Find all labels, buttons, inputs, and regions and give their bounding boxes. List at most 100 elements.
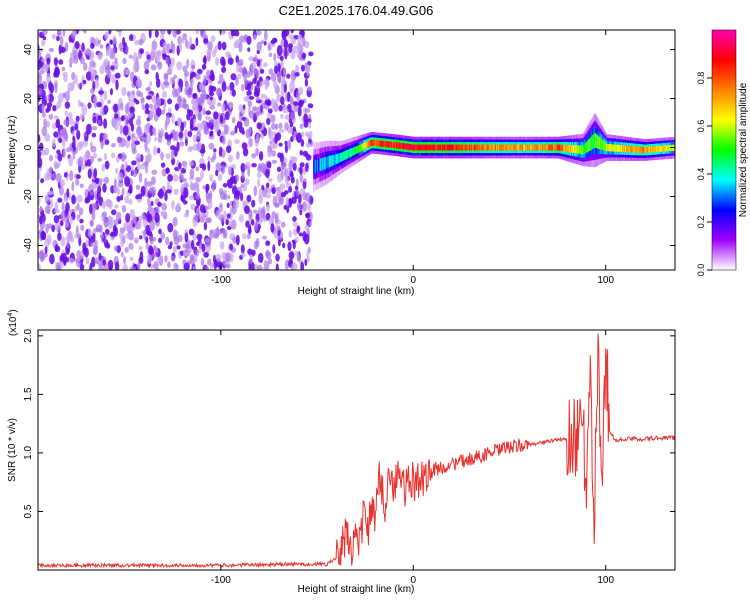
noise-blob bbox=[131, 148, 137, 155]
ridge-cell bbox=[498, 144, 501, 151]
noise-blob bbox=[57, 232, 62, 241]
noise-blob bbox=[256, 122, 262, 130]
ridge-cell bbox=[453, 144, 456, 151]
noise-blob bbox=[195, 207, 201, 217]
noise-blob bbox=[180, 121, 185, 132]
noise-blob bbox=[87, 168, 92, 179]
noise-blob bbox=[268, 68, 274, 75]
noise-blob bbox=[248, 110, 255, 119]
noise-blob bbox=[38, 263, 41, 270]
noise-blob bbox=[146, 54, 151, 60]
noise-blob bbox=[193, 181, 199, 192]
ridge-cell bbox=[539, 144, 541, 151]
ridge-cell bbox=[444, 144, 446, 151]
noise-blob bbox=[248, 137, 253, 148]
ridge-cell bbox=[355, 146, 358, 154]
ridge-cell bbox=[554, 144, 557, 151]
noise-blob bbox=[226, 202, 230, 208]
ridge-cell bbox=[598, 136, 600, 149]
ridge-cell bbox=[379, 140, 382, 147]
noise-blob bbox=[199, 163, 204, 169]
ridge-cell bbox=[605, 143, 608, 152]
ridge-cell bbox=[404, 143, 407, 150]
noise-blob bbox=[85, 256, 90, 265]
noise-blob bbox=[203, 123, 208, 135]
noise-blob bbox=[203, 55, 207, 65]
noise-blob bbox=[97, 51, 103, 61]
noise-blob bbox=[298, 204, 302, 209]
noise-blob bbox=[148, 246, 154, 256]
ridge-cell bbox=[667, 145, 669, 152]
noise-blob bbox=[238, 214, 244, 223]
noise-blob bbox=[260, 207, 266, 218]
noise-blob bbox=[38, 51, 42, 60]
noise-blob bbox=[238, 41, 243, 53]
noise-blob bbox=[115, 156, 120, 163]
ridge-cell bbox=[348, 149, 351, 158]
noise-blob bbox=[183, 99, 187, 104]
noise-blob bbox=[280, 89, 285, 97]
ridge-cell bbox=[529, 144, 532, 151]
noise-blob bbox=[114, 72, 121, 79]
ridge-cell bbox=[472, 144, 474, 151]
noise-blob bbox=[183, 187, 189, 199]
noise-blob bbox=[155, 71, 159, 81]
noise-blob bbox=[121, 187, 125, 196]
noise-blob bbox=[289, 95, 294, 105]
noise-blob bbox=[164, 191, 168, 202]
noise-blob bbox=[203, 251, 209, 258]
noise-blob bbox=[73, 30, 77, 36]
ridge-cell bbox=[443, 144, 445, 151]
noise-blob bbox=[103, 176, 110, 184]
noise-blob bbox=[160, 30, 166, 35]
noise-blob bbox=[114, 204, 119, 209]
noise-blob bbox=[121, 86, 127, 96]
noise-blob bbox=[179, 42, 183, 53]
noise-blob bbox=[210, 157, 215, 163]
noise-blob bbox=[44, 194, 51, 205]
ridge-cell bbox=[413, 144, 415, 151]
noise-blob bbox=[276, 166, 282, 172]
noise-blob bbox=[81, 104, 87, 116]
noise-blob bbox=[278, 142, 283, 147]
noise-blob bbox=[308, 51, 314, 57]
ridge-cell bbox=[629, 145, 632, 153]
noise-blob bbox=[149, 80, 153, 87]
noise-blob bbox=[114, 113, 119, 119]
noise-blob bbox=[292, 105, 298, 113]
noise-blob bbox=[267, 187, 272, 194]
ridge-cell bbox=[502, 144, 505, 151]
x-tick-label: -100 bbox=[211, 575, 231, 586]
ridge-cell bbox=[540, 144, 542, 151]
noise-blob bbox=[149, 220, 155, 231]
noise-blob bbox=[282, 242, 286, 249]
ridge-cell bbox=[588, 139, 590, 151]
ridge-cell bbox=[409, 144, 411, 150]
noise-blob bbox=[251, 219, 255, 226]
noise-blob bbox=[189, 117, 194, 128]
ridge-cell bbox=[343, 151, 345, 161]
noise-blob bbox=[292, 162, 297, 171]
noise-blob bbox=[158, 188, 164, 199]
noise-blob bbox=[251, 249, 256, 256]
noise-blob bbox=[288, 251, 295, 260]
noise-blob bbox=[119, 124, 124, 135]
ridge-cell bbox=[396, 142, 398, 149]
noise-blob bbox=[184, 129, 188, 140]
ridge-cell bbox=[538, 144, 540, 151]
noise-blob bbox=[215, 56, 220, 66]
ridge-cell bbox=[665, 145, 667, 152]
noise-blob bbox=[59, 186, 64, 196]
noise-blob bbox=[255, 147, 259, 157]
noise-blob bbox=[96, 101, 102, 108]
ridge-cell bbox=[419, 144, 421, 151]
noise-blob bbox=[75, 179, 80, 186]
ridge-cell bbox=[382, 140, 385, 147]
noise-blob bbox=[215, 120, 220, 132]
noise-blob bbox=[94, 77, 100, 89]
ridge-cell bbox=[650, 146, 653, 153]
noise-blob bbox=[61, 137, 66, 148]
ridge-cell bbox=[401, 143, 404, 149]
noise-blob bbox=[251, 153, 256, 159]
ridge-cell bbox=[339, 153, 341, 163]
